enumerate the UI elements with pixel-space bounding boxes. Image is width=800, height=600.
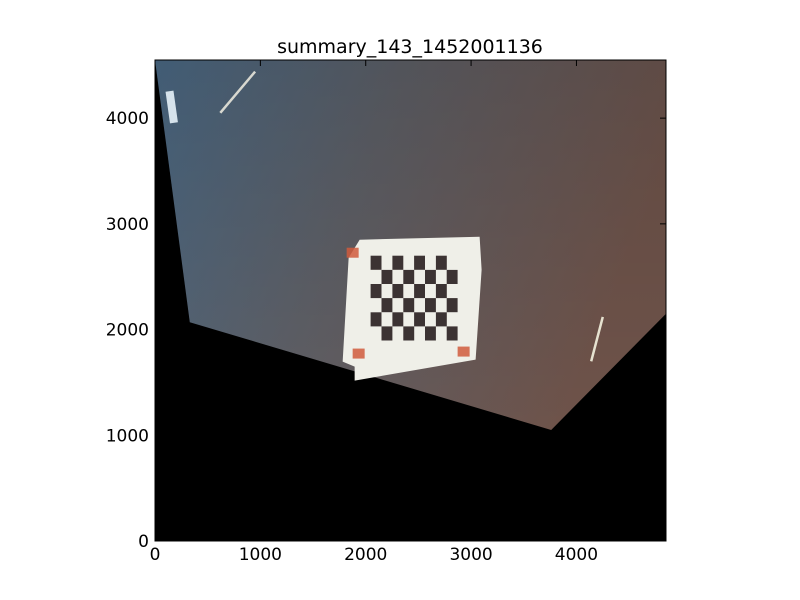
checker-square	[381, 326, 393, 341]
x-tick-label: 0	[150, 545, 161, 565]
photo-details	[165, 70, 604, 381]
floor-stick	[219, 70, 257, 114]
floor-stick	[589, 316, 604, 362]
checker-square	[425, 326, 436, 341]
checker-square	[446, 269, 458, 284]
x-tick-label: 2000	[344, 545, 387, 565]
x-tick-label: 4000	[555, 545, 598, 565]
tape-marker	[346, 247, 359, 258]
y-tick-label: 2000	[106, 321, 149, 341]
x-tick-label: 3000	[449, 545, 492, 565]
tape-marker	[352, 348, 365, 359]
checker-square	[414, 255, 425, 270]
y-tick-label: 0	[138, 532, 149, 552]
checker-square	[370, 255, 382, 270]
checker-square	[370, 284, 382, 299]
checker-square	[414, 284, 425, 299]
checker-square	[392, 284, 404, 299]
y-axis: 0 1000 2000 3000 4000	[106, 109, 666, 552]
floor-paper-scrap	[165, 90, 178, 124]
plot-area	[155, 60, 666, 541]
checker-square	[403, 298, 415, 313]
checker-square	[403, 326, 415, 341]
checker-square	[446, 298, 458, 313]
checker-square	[392, 312, 404, 327]
checker-square	[414, 312, 425, 327]
x-tick-label: 1000	[239, 545, 282, 565]
y-tick-label: 3000	[106, 215, 149, 235]
checker-square	[435, 312, 447, 327]
y-tick-label: 4000	[106, 109, 149, 129]
tape-marker	[457, 346, 470, 357]
checker-square	[446, 326, 458, 341]
checker-square	[425, 298, 436, 313]
checker-square	[425, 269, 436, 284]
checker-square	[381, 298, 393, 313]
checker-square	[435, 284, 447, 299]
chart-title: summary_143_1452001136	[277, 36, 543, 58]
checker-square	[403, 269, 415, 284]
checker-square	[435, 255, 447, 270]
checker-square	[392, 255, 404, 270]
plot-frame	[154, 59, 667, 542]
y-tick-label: 1000	[106, 426, 149, 446]
checker-square	[370, 312, 382, 327]
x-axis: 0 1000 2000 3000 4000	[150, 60, 598, 565]
checker-square	[381, 269, 393, 284]
